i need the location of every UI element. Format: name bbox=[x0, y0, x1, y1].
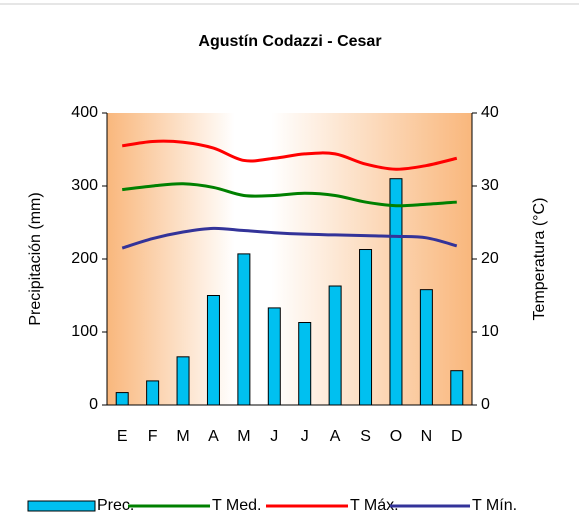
x-tick-label: S bbox=[360, 428, 371, 445]
bar bbox=[267, 307, 281, 406]
bar bbox=[389, 178, 403, 406]
y2-axis-label: Temperatura (°C) bbox=[531, 198, 548, 321]
legend-label: Prec. bbox=[97, 497, 134, 514]
x-tick-label: N bbox=[421, 428, 433, 445]
plot-background bbox=[107, 113, 472, 405]
chart-title: Agustín Codazzi - Cesar bbox=[198, 33, 381, 50]
x-tick-label: E bbox=[117, 428, 128, 445]
bar bbox=[419, 289, 433, 406]
bar bbox=[298, 322, 312, 406]
y-tick-label: 100 bbox=[71, 323, 98, 340]
bar bbox=[237, 253, 251, 406]
y-tick-label: 200 bbox=[71, 250, 98, 267]
bar bbox=[328, 285, 342, 406]
x-tick-label: A bbox=[208, 428, 219, 445]
line bbox=[121, 139, 458, 171]
legend-label: T Máx. bbox=[350, 497, 399, 514]
y-axis-label: Precipitación (mm) bbox=[27, 192, 44, 325]
y2-tick-label: 30 bbox=[481, 177, 499, 194]
y2-tick-label: 20 bbox=[481, 250, 499, 267]
legend-swatch bbox=[27, 500, 96, 512]
y-tick-label: 300 bbox=[71, 177, 98, 194]
line bbox=[121, 226, 458, 250]
line bbox=[122, 182, 457, 208]
bar bbox=[206, 295, 220, 406]
x-tick-label: A bbox=[330, 428, 341, 445]
x-tick-label: J bbox=[270, 428, 278, 445]
legend-label: T Med. bbox=[212, 497, 262, 514]
bar bbox=[115, 392, 129, 406]
legend-label: T Mín. bbox=[472, 497, 517, 514]
x-tick-label: J bbox=[301, 428, 309, 445]
y-tick-label: 400 bbox=[71, 104, 98, 121]
y2-tick-label: 0 bbox=[481, 396, 490, 413]
x-tick-label: F bbox=[148, 428, 158, 445]
bar bbox=[359, 249, 373, 406]
bar bbox=[450, 370, 464, 406]
y2-tick-label: 40 bbox=[481, 104, 499, 121]
x-tick-label: O bbox=[390, 428, 402, 445]
bar bbox=[176, 356, 190, 406]
bar bbox=[146, 380, 160, 406]
x-tick-label: M bbox=[176, 428, 189, 445]
x-tick-label: M bbox=[237, 428, 250, 445]
y-tick-label: 0 bbox=[89, 396, 98, 413]
x-tick-label: D bbox=[451, 428, 463, 445]
y2-tick-label: 10 bbox=[481, 323, 499, 340]
